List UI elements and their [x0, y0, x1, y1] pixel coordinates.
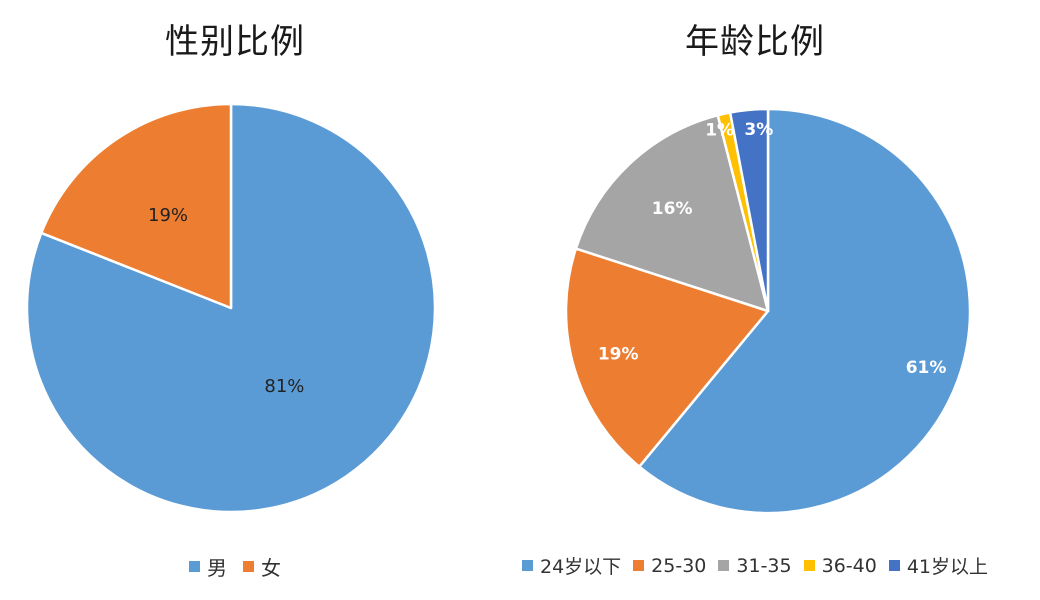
gender-data-label-0: 81% [264, 376, 304, 397]
age-data-label-2: 16% [652, 199, 693, 219]
gender-pie-chart: 81% 19% [25, 102, 437, 514]
legend-item-36-40: 36-40 [803, 554, 877, 577]
legend-label-male: 男 [207, 556, 227, 580]
age-data-label-1: 19% [598, 345, 639, 365]
gender-legend: 男 女 [0, 552, 470, 581]
legend-item-female: 女 [243, 552, 281, 581]
age-data-label-4: 3% [744, 120, 773, 140]
legend-label-over-41: 41岁以上 [906, 556, 989, 578]
legend-swatch-over-41 [888, 560, 900, 571]
legend-swatch-female [243, 561, 254, 572]
legend-label-31-35: 31-35 [736, 554, 792, 577]
legend-item-under-24: 24岁以下 [521, 552, 622, 579]
legend-swatch-31-35 [718, 560, 730, 571]
age-slice-1 [564, 247, 770, 468]
legend-item-31-35: 31-35 [718, 554, 792, 577]
age-slice-2 [574, 114, 770, 313]
age-chart-panel: 年龄比例 61% 19% 16% 1% 3% 24岁以下 25-30 31-35 36-… [470, 0, 1040, 600]
legend-label-under-24: 24岁以下 [539, 556, 622, 578]
legend-swatch-25-30 [633, 560, 645, 571]
age-slice-0 [637, 107, 972, 515]
age-data-label-0: 61% [906, 358, 947, 378]
legend-swatch-male [189, 561, 200, 572]
age-pie-chart: 61% 19% 16% 1% 3% [564, 107, 972, 515]
gender-slice-1 [40, 102, 233, 310]
legend-item-over-41: 41岁以上 [888, 552, 989, 579]
legend-swatch-36-40 [803, 560, 815, 571]
age-data-label-3: 1% [705, 120, 734, 140]
gender-chart-title: 性别比例 [165, 22, 305, 62]
age-legend: 24岁以下 25-30 31-35 36-40 41岁以上 [470, 552, 1040, 579]
gender-data-label-1: 19% [148, 205, 188, 226]
legend-swatch-under-24 [521, 560, 533, 571]
legend-item-male: 男 [189, 552, 227, 581]
gender-chart-panel: 性别比例 81% 19% 男 女 [0, 0, 470, 600]
age-slice-4 [728, 107, 770, 313]
legend-label-36-40: 36-40 [821, 554, 877, 577]
legend-label-female: 女 [261, 556, 281, 580]
legend-label-25-30: 25-30 [651, 554, 707, 577]
age-chart-title: 年龄比例 [685, 22, 825, 62]
legend-item-25-30: 25-30 [633, 555, 706, 577]
